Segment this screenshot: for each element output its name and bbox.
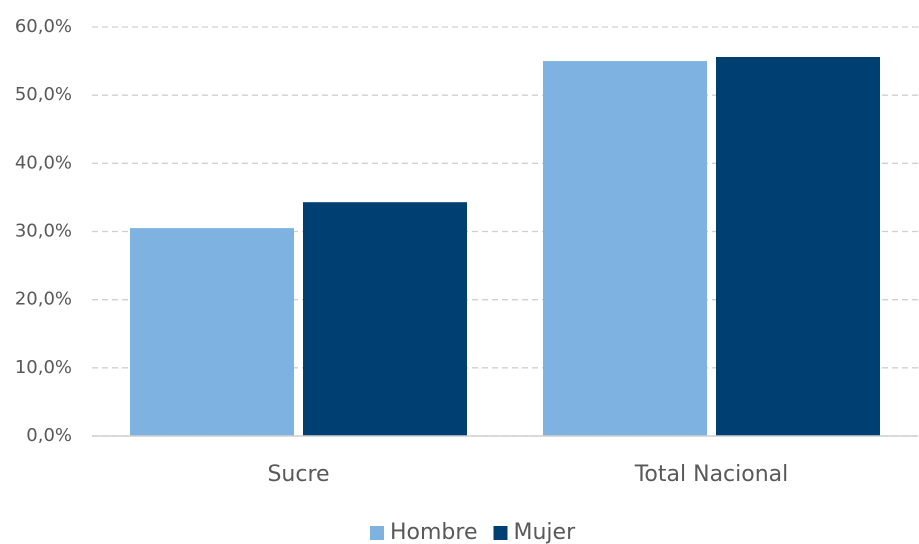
legend-swatch (370, 526, 384, 540)
y-tick-label: 40,0% (15, 152, 72, 173)
y-tick-label: 60,0% (15, 16, 72, 37)
x-tick-label: Sucre (267, 462, 329, 487)
y-tick-label: 0,0% (26, 425, 72, 446)
y-tick-label: 20,0% (15, 289, 72, 310)
bar (130, 228, 294, 436)
y-tick-label: 10,0% (15, 357, 72, 378)
y-tick-label: 30,0% (15, 221, 72, 242)
legend-label: Mujer (514, 520, 577, 544)
x-tick-label: Total Nacional (634, 462, 789, 487)
bar (543, 61, 707, 436)
bar (303, 202, 467, 436)
legend-swatch (493, 526, 508, 540)
y-tick-label: 50,0% (15, 84, 72, 105)
legend-label: Hombre (390, 520, 478, 544)
bar (716, 56, 880, 436)
